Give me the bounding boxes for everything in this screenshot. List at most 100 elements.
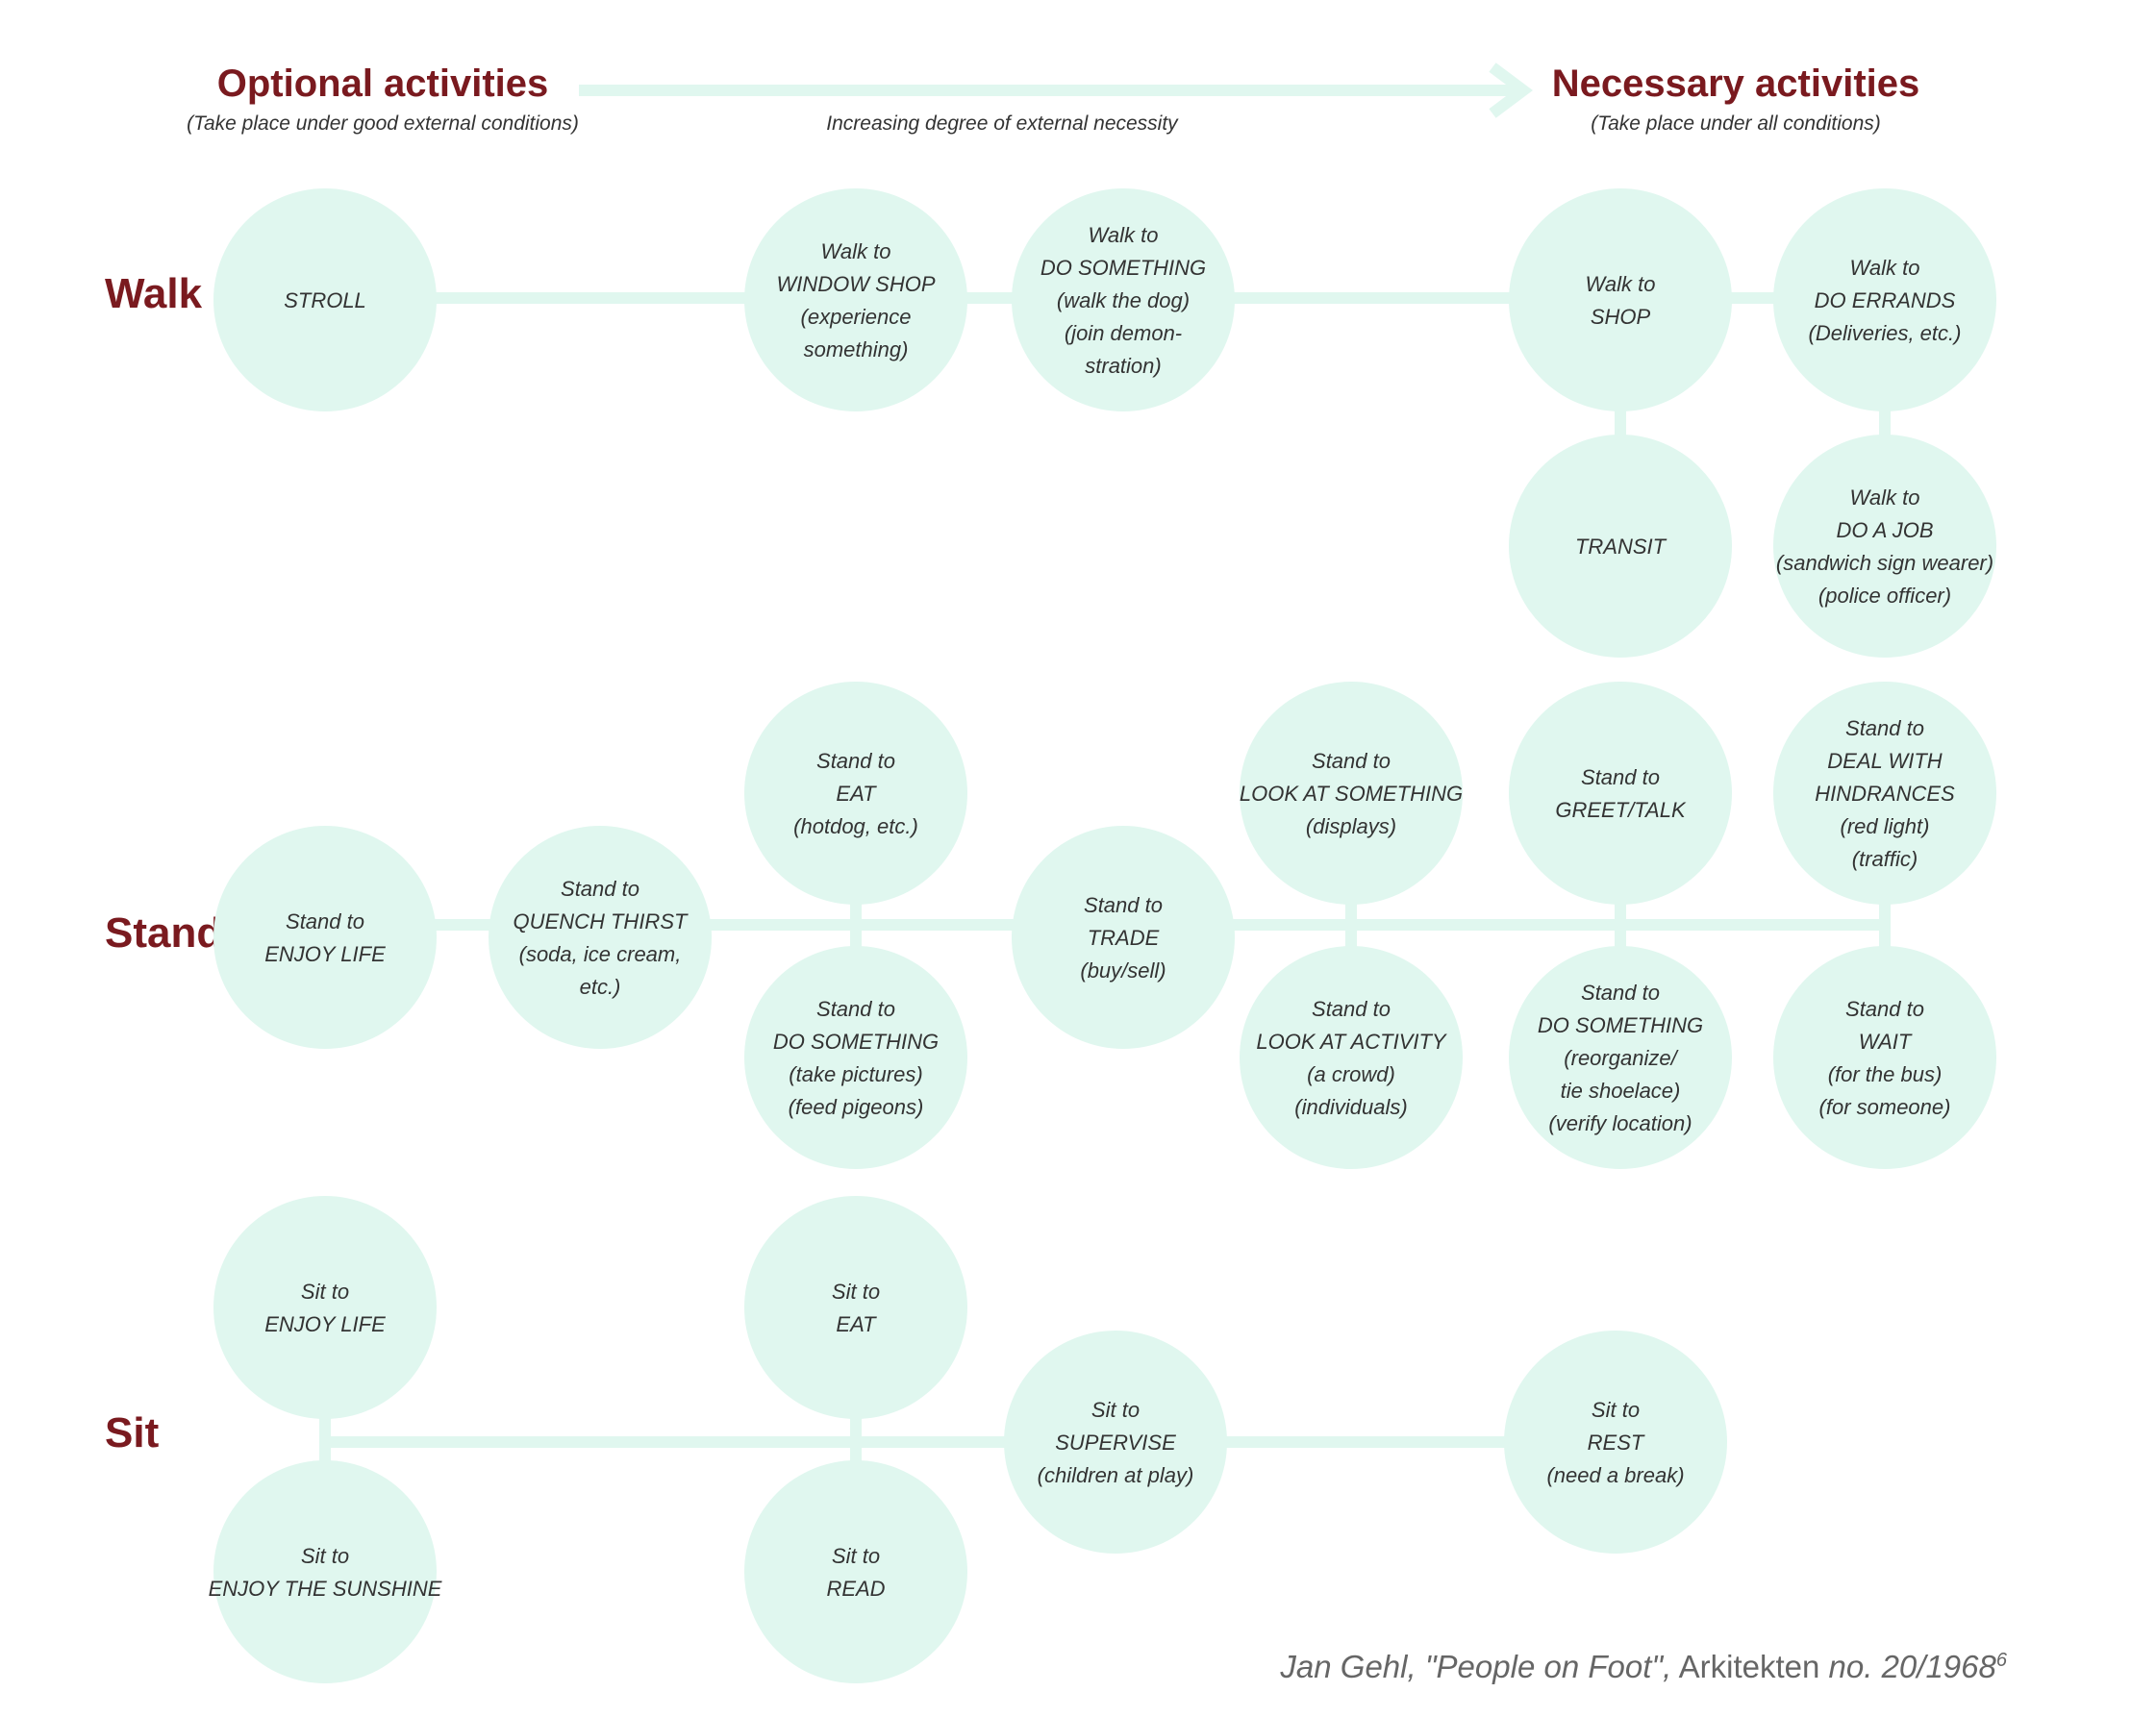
node-circle xyxy=(1773,435,1996,658)
node-text-line: Sit to xyxy=(1091,1398,1140,1422)
node-text-line: Stand to xyxy=(1312,749,1391,773)
node-text-line: STROLL xyxy=(284,288,366,312)
node-text-line: (police officer) xyxy=(1818,584,1951,608)
node-stand-hindrances: Stand to DEAL WITH HINDRANCES (red light) (t… xyxy=(1773,682,1996,905)
node-text-line: stration) xyxy=(1085,354,1161,378)
node-sit-rest: Sit to REST (need a break) xyxy=(1504,1331,1727,1554)
node-text-line: Stand to xyxy=(1845,716,1924,740)
node-text-line: Stand to xyxy=(816,749,895,773)
node-text-line: Walk to xyxy=(1850,256,1920,280)
node-text-line: (red light) xyxy=(1841,814,1930,838)
node-text-line: QUENCH THIRST xyxy=(514,909,689,933)
node-text-line: (join demon- xyxy=(1065,321,1182,345)
node-text-line: (hotdog, etc.) xyxy=(793,814,918,838)
node-stand-activity: Stand to LOOK AT ACTIVITY (a crowd) (indivi… xyxy=(1240,946,1463,1169)
node-sit-read: Sit to READ xyxy=(744,1460,967,1683)
node-text-line: (reorganize/ xyxy=(1564,1046,1678,1070)
node-walk-window: Walk to WINDOW SHOP (experience something) xyxy=(744,188,967,411)
node-circle xyxy=(213,188,437,411)
node-circle xyxy=(1504,1331,1727,1554)
node-sit-eat: Sit to EAT xyxy=(744,1196,967,1419)
node-circle xyxy=(213,826,437,1049)
node-text-line: WAIT xyxy=(1859,1030,1913,1054)
node-walk-shop: Walk to SHOP xyxy=(1509,188,1732,411)
node-text-line: Sit to xyxy=(301,1544,349,1568)
node-text-line: EAT xyxy=(836,782,877,806)
node-circle xyxy=(1773,946,1996,1169)
node-text-line: Stand to xyxy=(1581,765,1660,789)
row-labels: Walk Stand Sit xyxy=(105,270,222,1456)
node-sit-supervise: Sit to SUPERVISE (children at play) xyxy=(1004,1331,1227,1554)
node-text-line: (verify location) xyxy=(1548,1111,1692,1135)
node-circle xyxy=(744,1196,967,1419)
node-text-line: (for the bus) xyxy=(1828,1062,1943,1086)
node-circle xyxy=(1509,682,1732,905)
row-label-sit: Sit xyxy=(105,1409,160,1456)
node-text-line: (soda, ice cream, xyxy=(519,942,682,966)
node-text-line: (buy/sell) xyxy=(1080,958,1166,983)
node-text-line: SHOP xyxy=(1591,305,1651,329)
node-text-line: DO SOMETHING xyxy=(773,1030,939,1054)
node-text-line: DEAL WITH xyxy=(1827,749,1943,773)
node-text-line: (Deliveries, etc.) xyxy=(1809,321,1962,345)
node-text-line: (take pictures) xyxy=(789,1062,922,1086)
node-text-line: (a crowd) xyxy=(1307,1062,1395,1086)
node-text-line: (feed pigeons) xyxy=(789,1095,924,1119)
node-text-line: WINDOW SHOP xyxy=(777,272,936,296)
node-circle xyxy=(744,946,967,1169)
node-text-line: Stand to xyxy=(1312,997,1391,1021)
node-text-line: Sit to xyxy=(1592,1398,1640,1422)
node-text-line: EAT xyxy=(836,1312,877,1336)
node-walk-job: Walk to DO A JOB (sandwich sign wearer) (po… xyxy=(1773,435,1996,658)
node-text-line: Walk to xyxy=(1850,485,1920,510)
node-circle xyxy=(1240,682,1463,905)
node-text-line: HINDRANCES xyxy=(1815,782,1955,806)
node-text-line: TRADE xyxy=(1088,926,1160,950)
row-label-walk: Walk xyxy=(105,270,203,317)
node-text-line: LOOK AT SOMETHING xyxy=(1240,782,1463,806)
necessary-activities-subtitle: (Take place under all conditions) xyxy=(1591,112,1881,135)
node-sit-sunshine: Sit to ENJOY THE SUNSHINE xyxy=(209,1460,442,1683)
node-text-line: etc.) xyxy=(580,975,621,999)
node-stand-wait: Stand to WAIT (for the bus) (for someone) xyxy=(1773,946,1996,1169)
node-circle xyxy=(744,1460,967,1683)
credit-publication: Arkitekten xyxy=(1678,1649,1820,1684)
node-text-line: SUPERVISE xyxy=(1055,1431,1176,1455)
node-stand-dosomething2: Stand to DO SOMETHING (reorganize/tie shoe… xyxy=(1509,946,1732,1169)
node-text-line: Stand to xyxy=(1581,981,1660,1005)
node-text-line: ENJOY LIFE xyxy=(264,942,386,966)
node-text-line: Walk to xyxy=(1586,272,1656,296)
node-text-line: Sit to xyxy=(832,1544,880,1568)
node-text-line: Stand to xyxy=(286,909,364,933)
optional-activities-title: Optional activities xyxy=(217,62,549,105)
credit-issue: no. 20/1968 xyxy=(1828,1649,1996,1684)
node-text-line: (individuals) xyxy=(1294,1095,1407,1119)
credit-title: "People on Foot", xyxy=(1424,1649,1672,1684)
node-stroll: STROLL xyxy=(213,188,437,411)
node-text-line: REST xyxy=(1588,1431,1645,1455)
node-stand-enjoy: Stand to ENJOY LIFE xyxy=(213,826,437,1049)
node-circle xyxy=(213,1196,437,1419)
node-circle xyxy=(1773,188,1996,411)
node-text-line: TRANSIT xyxy=(1575,535,1667,559)
node-text-line: (children at play) xyxy=(1038,1463,1194,1487)
node-text-line: Stand to xyxy=(816,997,895,1021)
credit-author: Jan Gehl, xyxy=(1280,1649,1416,1684)
node-transit: TRANSIT xyxy=(1509,435,1732,658)
node-circle xyxy=(1012,826,1235,1049)
node-text-line: Walk to xyxy=(821,239,891,263)
node-circle xyxy=(1004,1331,1227,1554)
arrow-label: Increasing degree of external necessity xyxy=(826,112,1179,135)
node-walk-errands: Walk to DO ERRANDS (Deliveries, etc.) xyxy=(1773,188,1996,411)
node-text-line: Stand to xyxy=(1084,893,1163,917)
node-text-line: GREET/TALK xyxy=(1555,798,1687,822)
node-text-line: something) xyxy=(804,337,909,361)
node-circle xyxy=(1509,946,1732,1169)
node-text-line: Walk to xyxy=(1089,223,1159,247)
node-text-line: ENJOY THE SUNSHINE xyxy=(209,1577,442,1601)
node-text-line: DO SOMETHING xyxy=(1538,1013,1703,1037)
node-text-line: DO A JOB xyxy=(1836,518,1933,542)
node-text-line: LOOK AT ACTIVITY xyxy=(1256,1030,1447,1054)
node-circle xyxy=(213,1460,437,1683)
